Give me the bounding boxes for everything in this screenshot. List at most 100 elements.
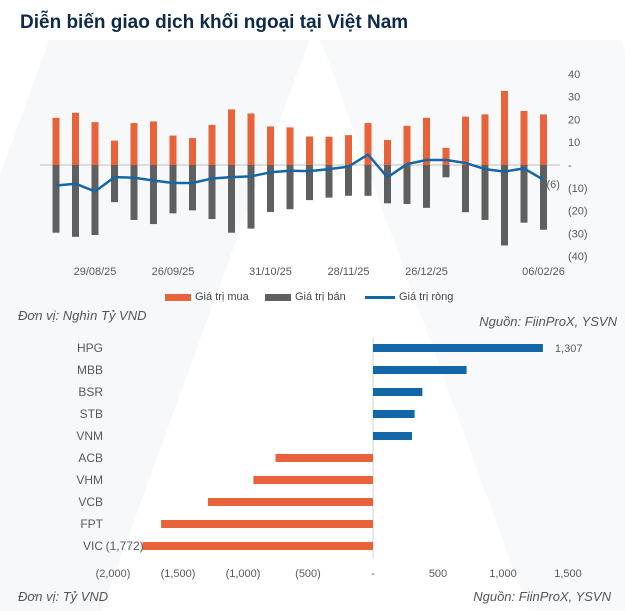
x-tick-label: (500) <box>295 568 321 580</box>
sell-bar <box>442 165 450 178</box>
source-note: Nguồn: FiinProX, YSVN <box>479 314 617 329</box>
foreign-trading-chart: 40 30 20 10 - (10) (20) (30) (40) (6) 29/08/25 26/0… <box>40 69 588 278</box>
sell-bar <box>247 165 255 229</box>
buy-bar <box>345 135 352 165</box>
sell-bar <box>325 165 333 198</box>
sell-bar <box>501 165 508 246</box>
category-label: ACB <box>78 451 103 465</box>
x-tick-label: - <box>371 568 375 580</box>
x-tick-label: (2,000) <box>96 568 131 580</box>
buy-bar <box>72 112 79 165</box>
y-tick-label: (20) <box>568 206 588 218</box>
y-tick-label: (30) <box>568 228 588 240</box>
stock-bar <box>207 498 373 506</box>
data-label: (1,772) <box>106 539 144 553</box>
category-label: HPG <box>77 341 103 355</box>
sell-bar <box>169 165 177 214</box>
buy-bar <box>169 135 177 165</box>
buy-bar <box>111 140 118 165</box>
sell-bar <box>403 165 411 204</box>
x-tick-label: (1,000) <box>226 568 261 580</box>
legend-swatch <box>165 293 191 301</box>
x-tick-label: (1,500) <box>161 568 196 580</box>
stock-bar <box>275 454 373 462</box>
y-tick-label: (10) <box>568 183 588 195</box>
sell-bar <box>364 165 372 196</box>
sell-bar <box>520 165 528 223</box>
source-note: Nguồn: FiinProX, YSVN <box>473 589 611 604</box>
buy-bar <box>130 123 138 165</box>
sell-bar <box>423 165 430 208</box>
x-tick-label: 26/12/25 <box>405 266 448 278</box>
buy-bar <box>442 147 450 165</box>
x-tick-label: 29/08/25 <box>74 266 117 278</box>
stock-bar <box>373 432 412 440</box>
buy-bar <box>325 136 333 165</box>
sell-bar <box>481 165 489 220</box>
legend-swatch <box>265 293 291 301</box>
category-label: VHM <box>76 473 103 487</box>
y-tick-label: - <box>568 160 572 172</box>
sell-bar <box>130 165 138 220</box>
sell-bar <box>111 165 118 203</box>
buy-bar <box>481 114 489 165</box>
legend-label: Giá trị mua <box>195 291 249 303</box>
buy-bar <box>91 122 99 165</box>
buy-bar <box>306 136 313 165</box>
data-label: 1,307 <box>555 343 583 355</box>
sell-bar <box>345 165 352 196</box>
buy-bar <box>286 127 294 165</box>
buy-bar <box>364 123 372 165</box>
sell-bar <box>228 165 235 233</box>
buy-bar <box>501 90 508 165</box>
sell-bar <box>384 165 391 204</box>
buy-bar <box>384 139 391 165</box>
category-label: MBB <box>77 363 103 377</box>
buy-bar <box>403 125 411 165</box>
stock-bar <box>142 542 373 550</box>
stock-bar <box>373 410 415 418</box>
legend-item-sell: Giá trị bán <box>265 291 346 303</box>
category-label: VIC <box>83 539 103 553</box>
data-label: (6) <box>547 179 560 191</box>
buy-bar <box>228 109 235 165</box>
buy-bar <box>208 124 216 165</box>
buy-bar <box>247 113 255 165</box>
legend-label: Giá trị ròng <box>399 291 454 303</box>
stock-bar <box>373 366 467 374</box>
x-tick-label: 500 <box>429 568 447 580</box>
sell-bar <box>150 165 157 225</box>
legend-label: Giá trị bán <box>295 291 346 303</box>
y-tick-label: 40 <box>568 69 580 81</box>
buy-bar <box>520 110 528 165</box>
x-tick-label: 1,000 <box>489 568 517 580</box>
buy-bar <box>423 117 430 165</box>
category-label: FPT <box>80 517 103 531</box>
unit-note: Đơn vị: Tỷ VND <box>18 589 109 604</box>
stock-bar <box>373 344 543 352</box>
sell-bar <box>286 165 294 210</box>
sell-bar <box>189 165 196 211</box>
buy-bar <box>189 138 196 165</box>
buy-bar <box>462 116 469 165</box>
sell-bar <box>540 165 547 230</box>
x-tick-label: 06/02/26 <box>522 266 565 278</box>
x-tick-label: 1,500 <box>554 568 582 580</box>
category-label: BSR <box>78 385 103 399</box>
legend-swatch <box>365 295 395 299</box>
x-tick-label: 28/11/25 <box>327 266 369 278</box>
stock-bar <box>161 520 373 528</box>
sell-bar <box>306 165 313 201</box>
y-tick-label: 30 <box>568 92 580 104</box>
sell-bar <box>267 165 274 212</box>
category-label: VCB <box>78 495 103 509</box>
buy-bar <box>267 126 274 165</box>
unit-note: Đơn vị: Nghìn Tỷ VND <box>18 308 147 323</box>
legend-item-buy: Giá trị mua <box>165 291 249 303</box>
stock-bar <box>253 476 373 484</box>
category-label: VNM <box>76 429 103 443</box>
buy-bar <box>540 114 547 165</box>
legend-item-net: Giá trị ròng <box>365 291 453 303</box>
